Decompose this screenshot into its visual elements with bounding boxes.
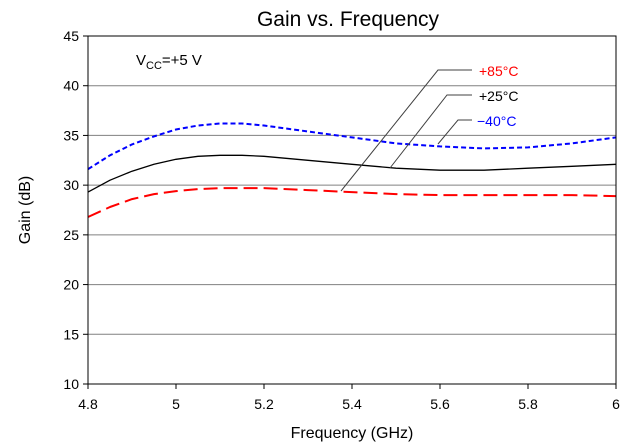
series-line-plus25c [87,154,617,193]
series-label-plus25c: +25°C [479,88,518,104]
y-axis-ticks: 10 15 20 25 30 35 40 45 [63,28,88,392]
x-axis-ticks: 4.8 5 5.2 5.4 5.6 5.8 6 [78,384,620,412]
plot-area-frame [87,35,617,385]
series-label-minus40c: −40°C [477,113,516,129]
leader-line [437,119,472,145]
x-tick-label: 4.8 [78,396,98,412]
series-label-plus85c: +85°C [479,63,518,79]
annotation-subscript: CC [146,60,162,72]
x-tick-label: 5.6 [430,396,450,412]
gridlines [88,35,616,385]
y-axis-title: Gain (dB) [17,176,34,244]
x-tick-label: 5.4 [342,396,362,412]
x-tick-label: 6 [612,396,620,412]
x-tick-label: 5 [172,396,180,412]
annotation-prefix: V [136,52,146,69]
series-lines [87,122,617,218]
series-label-leaders [340,69,472,192]
x-axis-title: Frequency (GHz) [291,425,414,442]
y-tick-label: 10 [63,376,79,392]
x-tick-label: 5.8 [518,396,538,412]
y-tick-label: 25 [63,227,79,243]
supply-voltage-annotation: VCC=+5 V [136,52,202,72]
x-tick-label: 5.2 [254,396,274,412]
leader-line [389,94,472,169]
y-tick-label: 15 [63,326,79,342]
chart-title: Gain vs. Frequency [257,8,440,31]
series-line-minus40c [87,122,617,171]
y-tick-label: 40 [63,78,79,94]
y-tick-label: 20 [63,277,79,293]
y-tick-label: 45 [63,28,79,44]
y-tick-label: 35 [63,127,79,143]
annotation-suffix: =+5 V [162,52,202,69]
series-line-plus85c [87,187,617,218]
leader-line [340,69,472,192]
y-tick-label: 30 [63,177,79,193]
